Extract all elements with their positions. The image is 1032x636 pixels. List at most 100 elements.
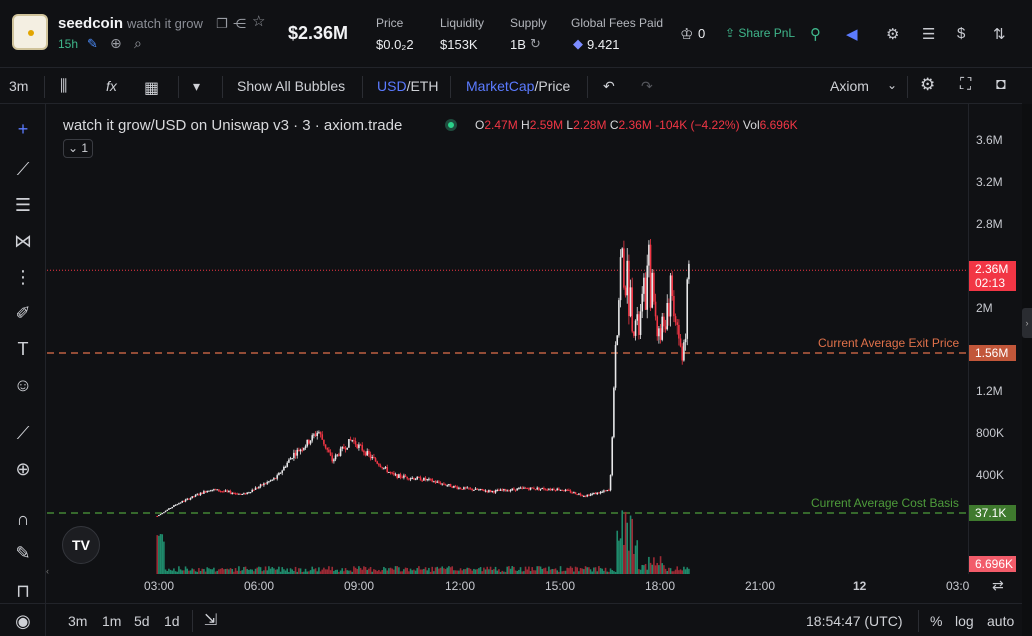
volume-bar xyxy=(448,566,450,574)
camera-icon[interactable]: ◘ xyxy=(996,76,1006,93)
percent-toggle[interactable]: % xyxy=(930,613,943,629)
gear-icon[interactable]: ⚙ xyxy=(886,26,900,43)
candle-body xyxy=(579,493,582,496)
undo-icon[interactable]: ↶ xyxy=(603,78,615,94)
megaphone-icon[interactable]: ◀ xyxy=(846,26,858,43)
list-icon[interactable]: ☰ xyxy=(922,26,936,43)
chevron-down-icon[interactable]: ▾ xyxy=(193,78,201,94)
date-range-icon[interactable]: ⇲ xyxy=(204,612,218,629)
expand-panel-icon[interactable]: › xyxy=(1022,308,1032,338)
volume-bar xyxy=(296,571,299,574)
volume-bar xyxy=(598,566,600,574)
scroll-left-icon[interactable]: ‹ xyxy=(46,566,49,576)
fullscreen-icon[interactable]: ⛶ xyxy=(960,76,972,93)
volume-bar xyxy=(349,570,352,574)
volume-bar xyxy=(553,569,555,574)
auto-toggle[interactable]: auto xyxy=(987,613,1015,629)
pattern-icon[interactable]: ⋈ xyxy=(14,231,32,251)
swap-icon[interactable]: ⇅ xyxy=(993,26,1006,43)
candle-body xyxy=(374,458,377,462)
copy-icon[interactable]: ❐ xyxy=(216,16,228,31)
search-icon[interactable]: ⌕ xyxy=(134,35,142,51)
range-1m[interactable]: 1m xyxy=(102,613,122,629)
candle-body xyxy=(511,488,514,491)
crosshair-icon[interactable]: + xyxy=(17,119,29,139)
candle-body xyxy=(411,477,414,479)
volume-bar xyxy=(649,562,652,574)
volume-bar xyxy=(661,563,664,574)
crown-icon[interactable]: ♔ xyxy=(680,26,694,43)
exit-price-tag: 1.56M xyxy=(969,345,1016,361)
utc-clock[interactable]: 18:54:47 (UTC) xyxy=(806,613,903,629)
candle-body xyxy=(584,495,587,497)
candle-type-icon[interactable]: ⫼ xyxy=(60,78,68,95)
eye-icon[interactable]: ◉ xyxy=(15,611,31,631)
log-toggle[interactable]: log xyxy=(955,613,974,629)
interval-select[interactable]: 3m xyxy=(9,78,29,94)
volume-bar xyxy=(421,569,424,574)
star-icon[interactable]: ☆ xyxy=(252,13,266,30)
candle-body xyxy=(546,489,549,491)
brush-icon[interactable]: ✐ xyxy=(15,303,31,323)
prediction-icon[interactable]: ⋮ xyxy=(14,267,32,287)
candle-body xyxy=(514,489,517,491)
candle-body xyxy=(306,439,309,447)
x-tick: 06:00 xyxy=(244,579,275,593)
currency-toggle[interactable]: USD/ETH xyxy=(377,78,438,94)
candle-body xyxy=(361,445,364,451)
candle-body xyxy=(386,467,389,473)
volume-bar xyxy=(561,571,564,574)
volume-bar xyxy=(431,566,434,574)
share-icon[interactable]: ⋲ xyxy=(233,16,246,31)
zoom-icon[interactable]: ⊕ xyxy=(15,459,31,479)
volume-bar xyxy=(264,566,267,574)
x-tick: 15:00 xyxy=(545,579,576,593)
redo-icon[interactable]: ↷ xyxy=(641,78,653,94)
volume-bar xyxy=(544,567,547,574)
show-bubbles-button[interactable]: Show All Bubbles xyxy=(237,78,346,94)
candle-body xyxy=(331,455,334,462)
mode-toggle[interactable]: MarketCap/Price xyxy=(466,78,570,94)
ruler-icon[interactable]: ⟋ xyxy=(16,423,30,443)
candle-body xyxy=(329,452,332,456)
range-5d[interactable]: 5d xyxy=(134,613,150,629)
volume-bar xyxy=(539,566,542,574)
candle-body xyxy=(198,494,200,496)
volume-bar xyxy=(359,567,362,574)
text-icon[interactable]: T xyxy=(17,339,29,359)
magnet-icon[interactable]: ∩ xyxy=(16,509,30,529)
emoji-icon[interactable]: ☺ xyxy=(13,375,33,395)
dollar-icon[interactable]: $ xyxy=(957,25,966,42)
feather-icon[interactable]: ✎ xyxy=(87,36,98,51)
candle-body xyxy=(651,272,654,308)
candle-body xyxy=(646,265,649,310)
candle-body xyxy=(246,492,249,495)
volume-bar xyxy=(506,566,509,574)
volume-bar xyxy=(224,569,227,574)
candle-timer: 02:13 xyxy=(975,276,1006,290)
volume-bar xyxy=(423,568,425,574)
share-pnl-button[interactable]: ⇪ Share PnL xyxy=(725,26,795,40)
axis-settings-icon[interactable]: ⇄ xyxy=(992,577,1004,593)
trendline-icon[interactable]: ⟋ xyxy=(16,159,30,179)
pin-icon[interactable]: ⚲ xyxy=(810,26,821,43)
provider-select[interactable]: Axiom xyxy=(830,78,869,94)
volume-bar xyxy=(528,566,530,574)
tradingview-logo[interactable]: TV xyxy=(62,526,100,564)
volume-bar xyxy=(471,570,474,574)
templates-icon[interactable]: ▦ xyxy=(144,80,160,97)
fib-icon[interactable]: ☰ xyxy=(14,195,32,215)
volume-bar xyxy=(514,570,517,574)
indicators-icon[interactable]: fx xyxy=(106,78,117,94)
lock-icon[interactable]: ⊓ xyxy=(15,581,31,601)
range-3m[interactable]: 3m xyxy=(68,613,88,629)
range-1d[interactable]: 1d xyxy=(164,613,180,629)
refresh-icon[interactable]: ↻ xyxy=(530,36,541,51)
settings-icon[interactable]: ⚙ xyxy=(920,75,936,94)
candle-body xyxy=(433,481,435,483)
provider-chevron-icon[interactable]: ⌄ xyxy=(887,78,898,92)
globe-icon[interactable]: ⊕ xyxy=(110,35,122,51)
collapse-indicators-button[interactable]: ⌄ 1 xyxy=(63,139,93,158)
lock-drawings-icon[interactable]: ✎ xyxy=(15,543,31,563)
